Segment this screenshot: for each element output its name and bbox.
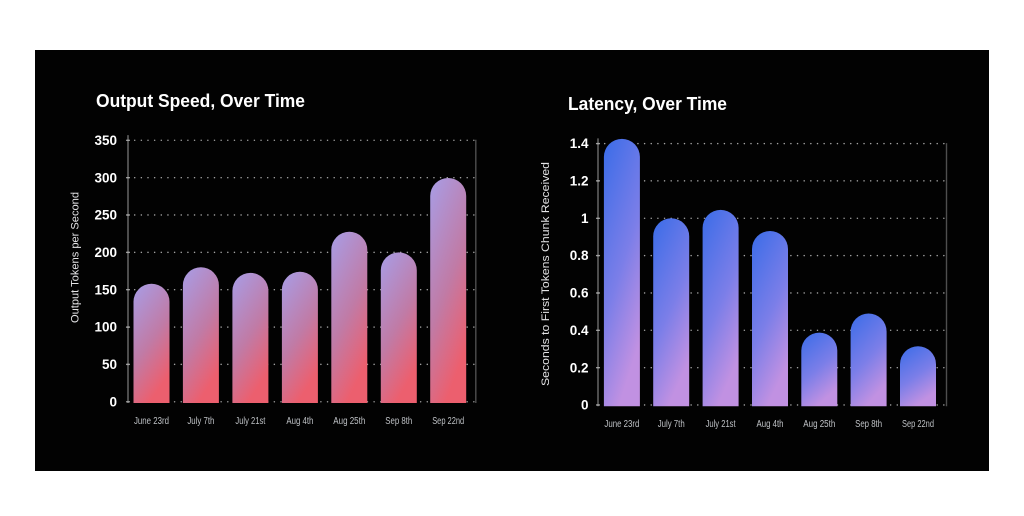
svg-text:0: 0	[581, 398, 589, 413]
svg-text:Aug 4th: Aug 4th	[286, 416, 313, 427]
svg-text:Sep 22nd: Sep 22nd	[902, 419, 934, 430]
svg-text:July 21st: July 21st	[706, 419, 736, 430]
svg-text:Aug 25th: Aug 25th	[333, 416, 365, 427]
svg-text:July 21st: July 21st	[235, 416, 265, 427]
svg-text:July 7th: July 7th	[658, 419, 685, 430]
svg-text:June 23rd: June 23rd	[134, 416, 169, 427]
svg-text:1: 1	[581, 211, 589, 226]
svg-text:0.4: 0.4	[570, 323, 589, 338]
svg-text:100: 100	[94, 320, 117, 335]
svg-text:Latency, Over Time: Latency, Over Time	[568, 93, 727, 114]
svg-text:Output Tokens per Second: Output Tokens per Second	[69, 192, 81, 323]
svg-text:Output Speed, Over Time: Output Speed, Over Time	[96, 90, 305, 111]
svg-text:0.6: 0.6	[570, 286, 589, 301]
svg-text:200: 200	[94, 245, 117, 260]
svg-text:June 23rd: June 23rd	[604, 419, 639, 430]
svg-text:0: 0	[109, 394, 117, 409]
svg-text:Aug 4th: Aug 4th	[757, 419, 784, 430]
svg-text:0.8: 0.8	[570, 248, 589, 263]
svg-text:300: 300	[94, 170, 117, 185]
svg-text:July 7th: July 7th	[187, 416, 214, 427]
svg-text:Sep 8th: Sep 8th	[855, 419, 882, 430]
svg-text:Sep 8th: Sep 8th	[385, 416, 412, 427]
svg-text:Seconds to First Tokens Chunk: Seconds to First Tokens Chunk Received	[540, 162, 552, 386]
svg-text:1.4: 1.4	[570, 136, 589, 151]
svg-text:1.2: 1.2	[570, 174, 589, 189]
svg-text:Aug 25th: Aug 25th	[803, 419, 835, 430]
svg-text:150: 150	[94, 282, 117, 297]
svg-text:Sep 22nd: Sep 22nd	[432, 416, 464, 427]
svg-text:0.2: 0.2	[570, 360, 589, 375]
svg-text:350: 350	[94, 133, 117, 148]
svg-text:250: 250	[94, 208, 117, 223]
svg-text:50: 50	[102, 357, 117, 372]
